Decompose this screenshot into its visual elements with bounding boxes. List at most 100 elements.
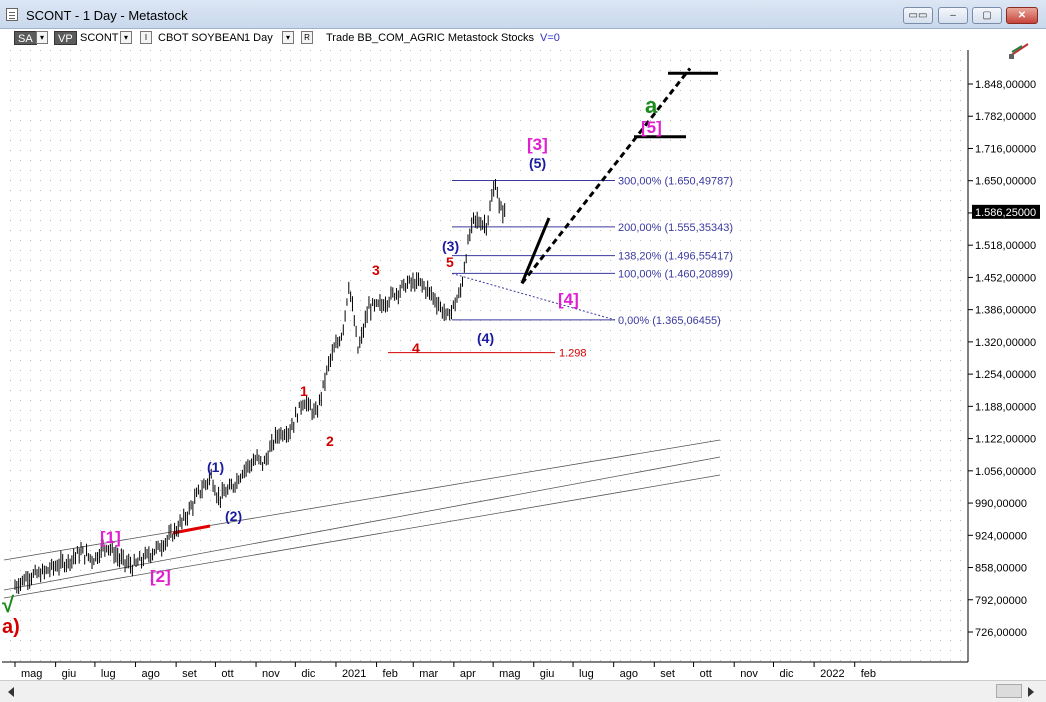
subwave-label-5: (5): [529, 155, 546, 171]
x-tick-label: mar: [419, 668, 438, 680]
wave-label-a-close: a): [2, 616, 20, 638]
scroll-thumb[interactable]: [996, 684, 1022, 698]
window-title: SCONT - 1 Day - Metastock: [26, 8, 188, 23]
chart-grid: [2, 50, 968, 662]
fib-label: 200,00% (1.555,35343): [618, 222, 733, 234]
x-axis: mag giu lug ago set ott nov dic 2021 feb mar apr mag…: [2, 661, 968, 680]
sa-dropdown[interactable]: ▾: [36, 31, 48, 44]
x-tick-label: 2022: [820, 668, 844, 680]
chart-r-button[interactable]: R: [301, 31, 313, 44]
y-tick-label: 1.386,00000: [975, 305, 1036, 317]
y-tick-label: 1.650,00000: [975, 176, 1036, 188]
x-tick-label: apr: [460, 668, 476, 680]
x-tick-label: 2021: [342, 668, 366, 680]
y-axis: 1.848,00000 1.782,00000 1.716,00000 1.650,0…: [967, 50, 1040, 662]
wave5-projection: [520, 67, 692, 285]
y-tick-label: 990,00000: [975, 498, 1027, 510]
x-tick-label: lug: [101, 668, 116, 680]
channel-line: [3, 439, 721, 561]
wave-label-a: a: [645, 93, 658, 118]
wave-label-5: [5]: [641, 118, 662, 137]
x-tick-label: ott: [221, 668, 233, 680]
v-value: V=0: [540, 32, 560, 44]
horizontal-scrollbar[interactable]: [0, 680, 1046, 702]
y-tick-label: 1.122,00000: [975, 434, 1036, 446]
minor-label-1: 1: [300, 383, 308, 399]
x-tick-label: mag: [499, 668, 520, 680]
y-tick-label: 858,00000: [975, 563, 1027, 575]
period-dropdown[interactable]: ▾: [282, 31, 294, 44]
wave4-projection: [520, 217, 551, 284]
x-tick-label: feb: [861, 668, 876, 680]
minimize-button[interactable]: ‒: [938, 7, 968, 24]
x-tick-label: nov: [262, 668, 280, 680]
minor-label-2: 2: [326, 433, 334, 449]
symbol-label: SCONT: [80, 32, 119, 44]
x-tick-label: giu: [62, 668, 77, 680]
wave4-trendline: [451, 273, 616, 321]
app-icon: [6, 8, 18, 21]
fib-label: 100,00% (1.460,20899): [618, 268, 733, 280]
x-tick-label: dic: [301, 668, 316, 680]
chart-i-button[interactable]: I: [140, 31, 152, 44]
x-tick-label: ott: [700, 668, 712, 680]
y-tick-label: 1.518,00000: [975, 240, 1036, 252]
y-tick-label: 726,00000: [975, 627, 1027, 639]
breakout-mark: [172, 524, 211, 535]
x-tick-label: feb: [383, 668, 398, 680]
subwave-label-4: (4): [477, 330, 494, 346]
fib-label: 0,00% (1.365,06455): [618, 315, 721, 327]
wave-label-1: [1]: [100, 528, 121, 547]
period-label: 1 Day: [244, 32, 273, 44]
x-tick-label: ago: [620, 668, 638, 680]
x-tick-label: mag: [21, 668, 42, 680]
x-tick-label: set: [182, 668, 197, 680]
y-tick-label: 1.254,00000: [975, 369, 1036, 381]
y-tick-label: 1.782,00000: [975, 111, 1036, 123]
scroll-right-arrow-icon[interactable]: [1028, 687, 1034, 697]
x-tick-label: ago: [142, 668, 160, 680]
minor-label-4: 4: [412, 340, 420, 356]
vp-tag[interactable]: VP: [54, 31, 77, 45]
y-tick-label: 1.452,00000: [975, 272, 1036, 284]
wave-check: √: [2, 592, 15, 617]
trend-channel: [3, 439, 721, 599]
last-price-label: 1.586,25000: [975, 207, 1036, 219]
restore-layout-button[interactable]: ▭▭: [903, 7, 933, 24]
fib-label: 300,00% (1.650,49787): [618, 175, 733, 187]
channel-line: [3, 456, 721, 591]
price-bars: [14, 179, 506, 595]
y-tick-label: 1.056,00000: [975, 466, 1036, 478]
sa-tag[interactable]: SA: [14, 31, 37, 45]
wave-projection: [520, 67, 718, 285]
x-tick-label: nov: [740, 668, 758, 680]
x-tick-label: giu: [540, 668, 555, 680]
subwave-label-2: (2): [225, 508, 242, 524]
minor-label-3: 3: [372, 262, 380, 278]
chart-toolbar: SA ▾ VP SCONT ▾ I CBOT SOYBEAN 1 Day ▾ R…: [0, 29, 1046, 49]
y-tick-label: 1.716,00000: [975, 143, 1036, 155]
y-tick-label: 924,00000: [975, 530, 1027, 542]
y-tick-label: 1.188,00000: [975, 401, 1036, 413]
subwave-label-3: (3): [442, 238, 459, 254]
x-tick-label: set: [660, 668, 675, 680]
wave-label-3: [3]: [527, 135, 548, 154]
scroll-left-arrow-icon[interactable]: [8, 687, 14, 697]
wave-label-2: [2]: [150, 567, 171, 586]
subwave-label-1: (1): [207, 459, 224, 475]
title-bar: SCONT - 1 Day - Metastock ▭▭ ‒ ▢ ✕: [0, 0, 1046, 29]
symbol-dropdown[interactable]: ▾: [120, 31, 132, 44]
drawing-tool-icon[interactable]: [1008, 40, 1032, 60]
toolbar-info: Trade BB_COM_AGRIC Metastock Stocks: [326, 32, 535, 44]
close-button[interactable]: ✕: [1006, 7, 1038, 24]
y-tick-label: 1.848,00000: [975, 79, 1036, 91]
fibonacci-levels: 300,00% (1.650,49787) 200,00% (1.555,3534…: [388, 175, 733, 360]
maximize-button[interactable]: ▢: [972, 7, 1002, 24]
minor-label-5: 5: [446, 254, 454, 270]
security-name: CBOT SOYBEAN: [158, 32, 245, 44]
support-label: 1.298: [559, 348, 587, 360]
y-tick-label: 792,00000: [975, 595, 1027, 607]
last-price-box: [972, 204, 1040, 219]
y-tick-label: 1.320,00000: [975, 337, 1036, 349]
